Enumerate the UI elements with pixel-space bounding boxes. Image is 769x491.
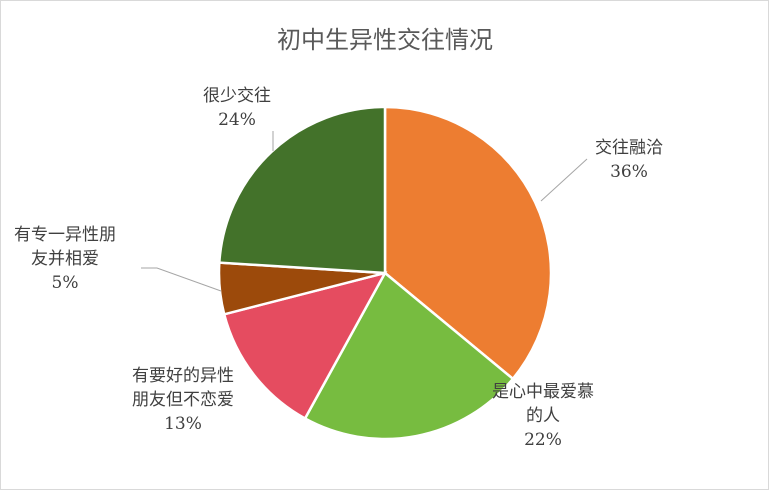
data-label-percent: 13% (164, 414, 202, 434)
pie-slice (303, 271, 515, 441)
data-label-percent: 24% (218, 110, 256, 130)
pie-slice (218, 105, 387, 275)
data-label-category: 交往融洽 (595, 138, 663, 158)
pie-slice (383, 105, 553, 381)
chart-title: 初中生异性交往情况 (277, 26, 493, 54)
leader-line (141, 267, 222, 292)
leader-line (540, 158, 588, 202)
data-label-category: 是心中最爱慕 (492, 382, 594, 402)
pie-slice (222, 271, 388, 421)
data-label-category: 有专一异性朋 (14, 225, 116, 245)
data-label-percent: 5% (52, 273, 79, 293)
data-label-percent: 22% (524, 430, 562, 450)
data-label-category: 的人 (526, 406, 560, 426)
data-label-percent: 36% (610, 162, 648, 182)
data-label-category: 有要好的异性 (132, 366, 234, 386)
data-label-category: 很少交往 (203, 86, 271, 106)
data-label-category: 朋友但不恋爱 (132, 389, 234, 410)
data-label-category: 友并相爱 (31, 249, 99, 269)
